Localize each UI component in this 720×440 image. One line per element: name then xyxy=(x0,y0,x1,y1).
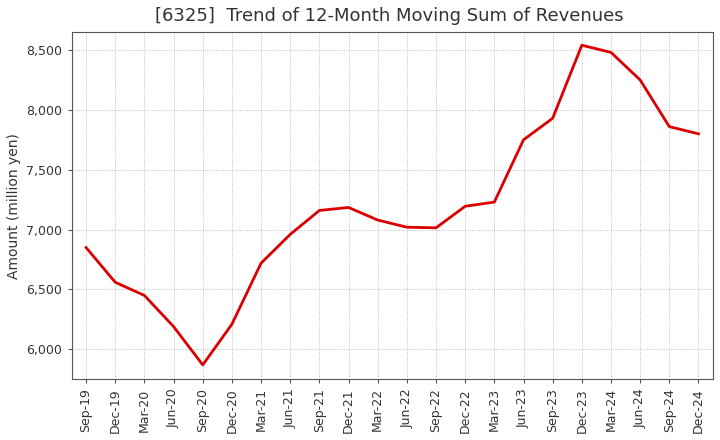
Y-axis label: Amount (million yen): Amount (million yen) xyxy=(7,133,21,279)
Text: [6325]  Trend of 12-Month Moving Sum of Revenues: [6325] Trend of 12-Month Moving Sum of R… xyxy=(155,7,624,25)
